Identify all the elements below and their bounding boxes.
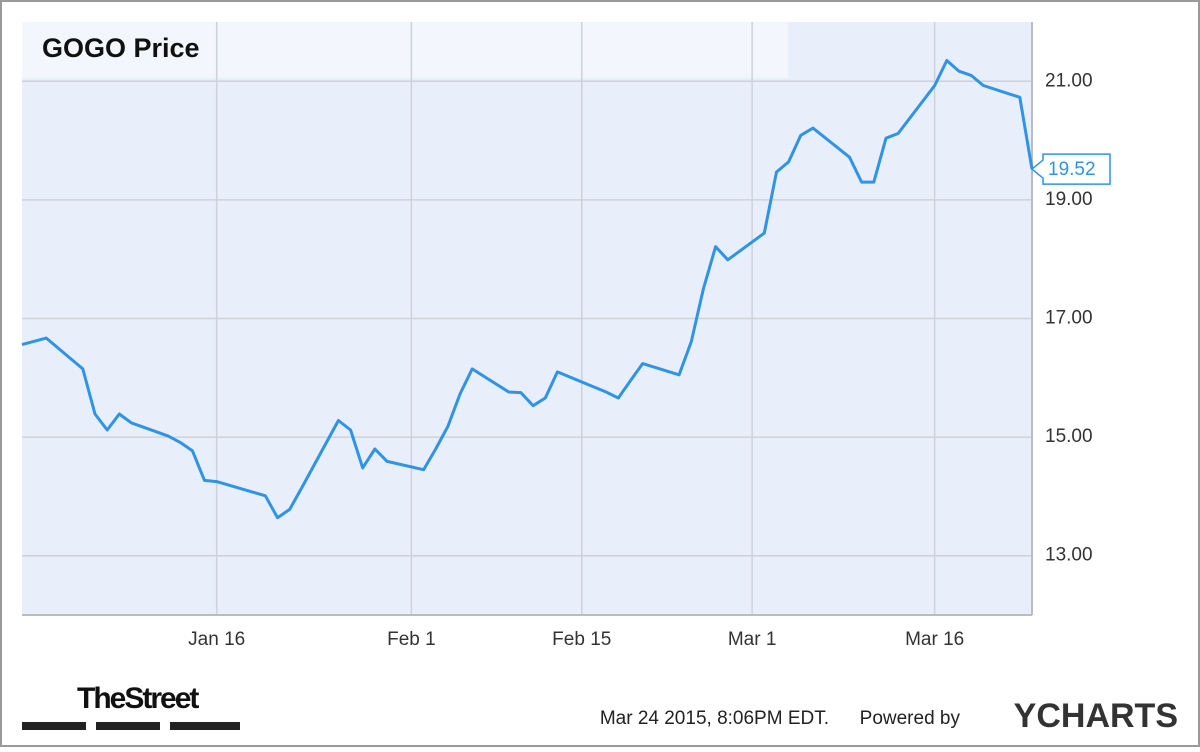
powered-by: Powered by (860, 708, 961, 729)
price-line (21, 59, 1034, 520)
chart-title: GOGO Price (42, 33, 200, 63)
x-tick-label: Mar 1 (728, 629, 777, 650)
value-callout (1030, 153, 1111, 185)
timestamp: Mar 24 2015, 8:06PM EDT. (600, 708, 829, 729)
publisher-logo: TheStreet (77, 682, 199, 715)
y-tick-label: 19.00 (1045, 189, 1093, 210)
x-tick-label: Mar 16 (905, 629, 964, 650)
x-tick-label: Feb 15 (552, 629, 611, 650)
brand-logo: YCHARTS (1014, 697, 1178, 735)
logo-bar (22, 722, 86, 730)
y-tick-label: 17.00 (1045, 308, 1093, 329)
logo-bar (170, 722, 240, 730)
title-panel (22, 22, 788, 78)
last-value-label: 19.52 (1048, 159, 1096, 180)
y-tick-label: 21.00 (1045, 70, 1093, 91)
y-tick-label: 13.00 (1045, 545, 1093, 566)
y-tick-label: 15.00 (1045, 426, 1093, 447)
x-tick-label: Jan 16 (188, 629, 245, 650)
logo-bar (96, 722, 160, 730)
x-tick-label: Feb 1 (387, 629, 436, 650)
